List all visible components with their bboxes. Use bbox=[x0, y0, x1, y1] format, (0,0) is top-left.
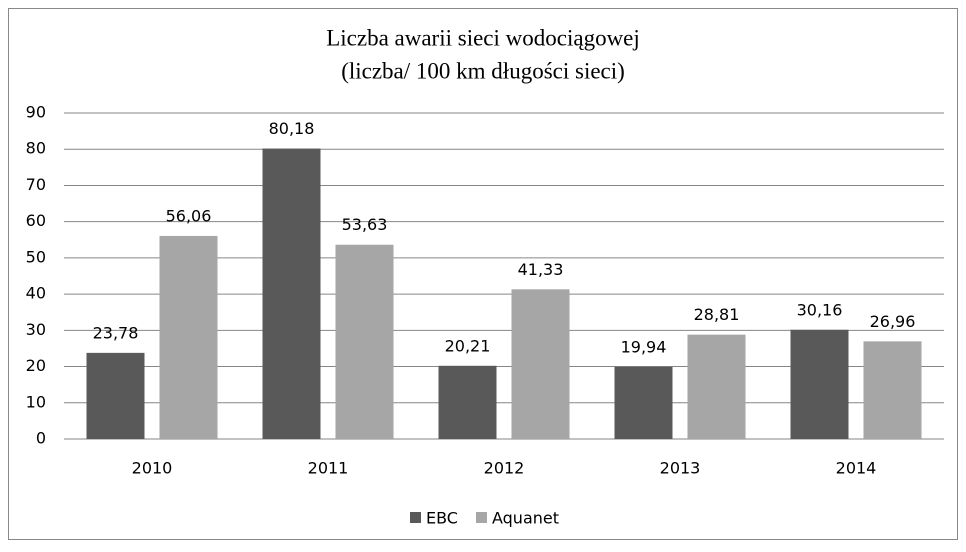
y-tick-label: 60 bbox=[26, 211, 46, 230]
value-label: 30,16 bbox=[797, 300, 843, 319]
y-tick-label: 40 bbox=[26, 284, 46, 303]
y-tick-label: 20 bbox=[26, 356, 46, 375]
chart-title: Liczba awarii sieci wodociągowej bbox=[326, 25, 640, 50]
x-tick-label: 2012 bbox=[484, 459, 525, 478]
bar bbox=[86, 352, 145, 439]
x-tick-label: 2013 bbox=[660, 459, 701, 478]
bar bbox=[790, 329, 849, 439]
bar bbox=[262, 148, 321, 439]
x-tick-label: 2011 bbox=[308, 459, 349, 478]
y-tick-label: 30 bbox=[26, 320, 46, 339]
bar bbox=[335, 244, 394, 439]
legend-swatch bbox=[410, 512, 421, 523]
y-tick-label: 90 bbox=[26, 103, 46, 122]
value-label: 19,94 bbox=[621, 337, 667, 356]
y-tick-label: 10 bbox=[26, 392, 46, 411]
y-tick-label: 50 bbox=[26, 247, 46, 266]
legend-label: EBC bbox=[426, 509, 458, 528]
value-label: 26,96 bbox=[870, 312, 916, 331]
bar bbox=[511, 289, 570, 439]
bar bbox=[159, 235, 218, 439]
bar bbox=[438, 365, 497, 439]
legend-swatch bbox=[475, 512, 487, 523]
value-label: 28,81 bbox=[694, 305, 740, 324]
value-label: 80,18 bbox=[269, 119, 315, 138]
bar bbox=[614, 366, 673, 439]
value-label: 41,33 bbox=[518, 260, 564, 279]
y-tick-label: 0 bbox=[36, 429, 46, 448]
chart-subtitle: (liczba/ 100 km długości sieci) bbox=[341, 58, 625, 83]
bar bbox=[863, 341, 922, 439]
y-tick-label: 80 bbox=[26, 139, 46, 158]
bar bbox=[687, 334, 746, 439]
value-label: 56,06 bbox=[166, 206, 212, 225]
legend-label: Aquanet bbox=[492, 509, 559, 528]
y-tick-label: 70 bbox=[26, 175, 46, 194]
value-label: 23,78 bbox=[93, 323, 139, 342]
value-label: 20,21 bbox=[445, 336, 491, 355]
value-label: 53,63 bbox=[342, 215, 388, 234]
x-tick-label: 2010 bbox=[132, 459, 173, 478]
x-tick-label: 2014 bbox=[836, 459, 877, 478]
